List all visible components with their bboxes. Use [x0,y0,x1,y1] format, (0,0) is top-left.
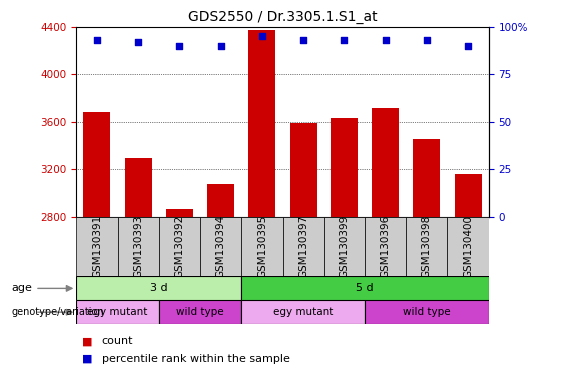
FancyBboxPatch shape [241,300,365,324]
Point [93,37,102,43]
Text: 5 d: 5 d [356,283,374,293]
Text: genotype/variation: genotype/variation [11,307,104,317]
FancyBboxPatch shape [159,217,200,276]
Point [299,37,308,43]
Text: count: count [102,336,133,346]
Text: GSM130393: GSM130393 [133,215,143,278]
FancyBboxPatch shape [365,217,406,276]
Point [464,43,473,49]
Point [258,33,267,40]
Bar [249,30,275,217]
Text: GSM130394: GSM130394 [216,215,225,278]
Text: GSM130395: GSM130395 [257,215,267,278]
Text: 3 d: 3 d [150,283,168,293]
Text: GSM130399: GSM130399 [340,215,349,278]
Bar [414,139,440,217]
Bar [166,209,193,217]
FancyBboxPatch shape [118,217,159,276]
Bar [84,113,110,217]
Bar [125,157,151,217]
Bar [372,108,399,217]
Bar [290,123,316,217]
Point [175,43,184,49]
FancyBboxPatch shape [159,300,241,324]
Text: percentile rank within the sample: percentile rank within the sample [102,354,290,364]
Text: age: age [11,283,32,293]
Point [216,43,225,49]
FancyBboxPatch shape [241,217,282,276]
Text: GSM130400: GSM130400 [463,215,473,278]
Text: egy mutant: egy mutant [273,307,333,317]
Text: GSM130391: GSM130391 [92,215,102,278]
FancyBboxPatch shape [447,217,489,276]
Text: wild type: wild type [403,307,451,317]
FancyBboxPatch shape [200,217,241,276]
Bar [331,118,358,217]
Text: ■: ■ [82,336,93,346]
Point [340,37,349,43]
Text: GSM130396: GSM130396 [381,215,390,278]
Text: GSM130398: GSM130398 [422,215,432,278]
Text: egy mutant: egy mutant [88,307,147,317]
Text: GSM130392: GSM130392 [175,215,184,278]
Title: GDS2550 / Dr.3305.1.S1_at: GDS2550 / Dr.3305.1.S1_at [188,10,377,25]
FancyBboxPatch shape [324,217,365,276]
FancyBboxPatch shape [406,217,447,276]
Text: ■: ■ [82,354,93,364]
FancyBboxPatch shape [365,300,489,324]
FancyBboxPatch shape [76,276,241,300]
Point [423,37,432,43]
FancyBboxPatch shape [76,300,159,324]
Bar [207,184,234,217]
FancyBboxPatch shape [241,276,489,300]
Point [381,37,390,43]
Text: wild type: wild type [176,307,224,317]
Bar [455,174,481,217]
Point [134,39,142,45]
Text: GSM130397: GSM130397 [298,215,308,278]
FancyBboxPatch shape [76,217,118,276]
FancyBboxPatch shape [282,217,324,276]
